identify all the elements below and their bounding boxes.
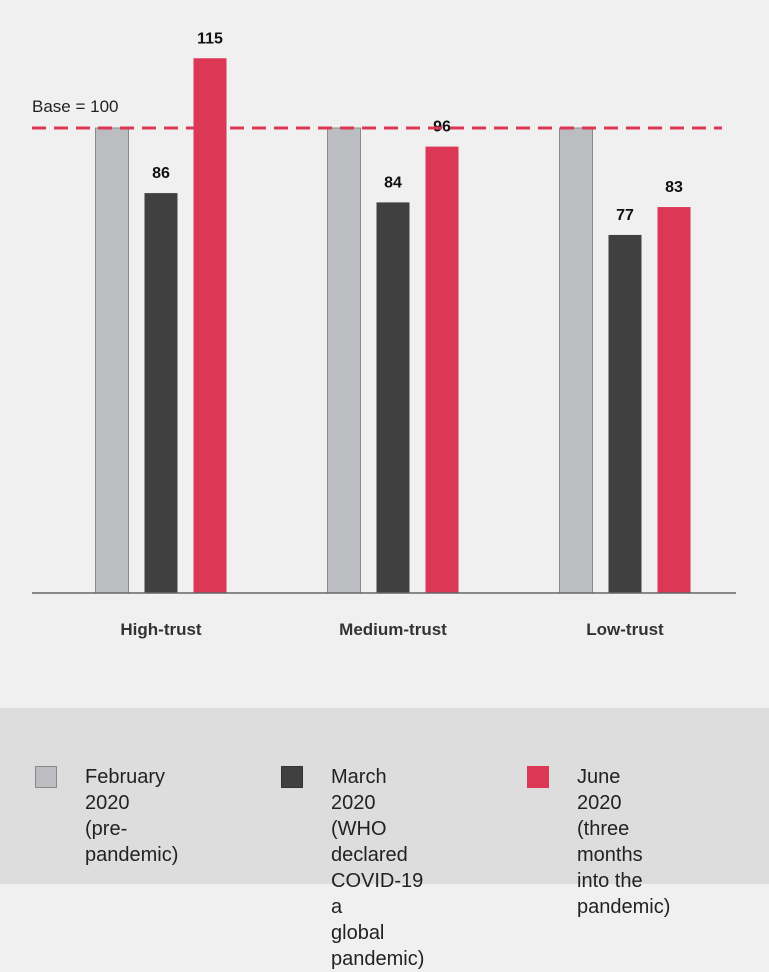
chart-area: 86 84 77 115 96 83 Base = 100 High-trust Medium-… <box>32 30 736 639</box>
data-label-high-trust-series-1: 86 <box>152 165 170 182</box>
legend-swatch-june <box>527 766 549 788</box>
data-label-low-trust-series-1: 77 <box>616 207 634 224</box>
category-label-high-trust: High-trust <box>120 620 202 639</box>
bar-low-trust-series-1 <box>608 234 642 593</box>
legend: February 2020 (pre-pandemic) March 2020 … <box>0 708 769 970</box>
legend-swatch-march <box>281 766 303 788</box>
data-label-high-trust-series-2: 115 <box>197 30 223 47</box>
bar-low-trust-series-2 <box>657 207 691 594</box>
bar-low-trust-series-0 <box>559 127 593 594</box>
bar-high-trust-series-1 <box>144 193 178 593</box>
legend-label-february: February 2020 (pre-pandemic) <box>85 766 179 866</box>
category-label-low-trust: Low-trust <box>586 620 664 639</box>
data-label-medium-trust-series-2: 96 <box>433 119 451 136</box>
category-label-medium-trust: Medium-trust <box>339 620 447 639</box>
bar-high-trust-series-2 <box>193 58 227 593</box>
bar-medium-trust-series-2 <box>425 146 459 593</box>
reference-line-label: Base = 100 <box>32 97 119 116</box>
bar-chart: 86 84 77 115 96 83 Base = 100 High-trust Medium-… <box>32 30 736 639</box>
data-label-low-trust-series-2: 83 <box>665 179 683 196</box>
bar-high-trust-series-0 <box>95 127 129 594</box>
legend-swatch-february <box>35 766 57 788</box>
legend-label-june: June 2020 (three months into the pandemi… <box>577 766 671 918</box>
legend-label-march: March 2020 (WHO declared COVID-19 a glob… <box>331 766 425 970</box>
data-label-medium-trust-series-1: 84 <box>384 174 402 191</box>
bar-medium-trust-series-1 <box>376 202 410 593</box>
bar-medium-trust-series-0 <box>327 127 361 594</box>
